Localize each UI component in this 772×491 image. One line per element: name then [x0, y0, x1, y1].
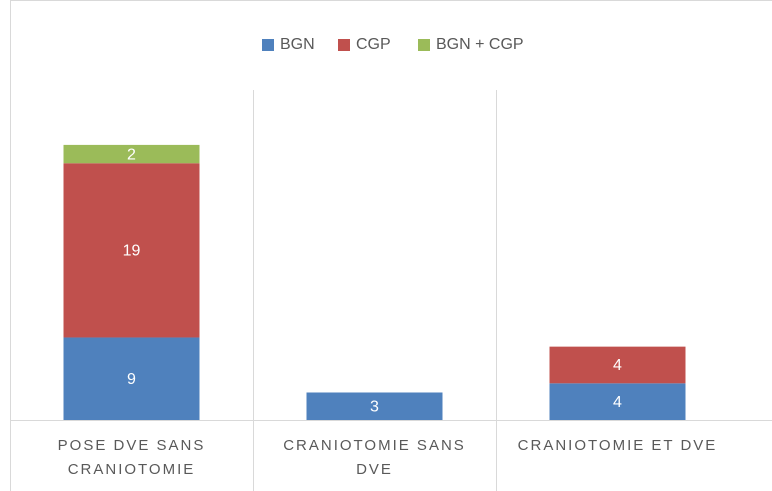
bar-segment	[63, 144, 200, 164]
data-label: 9	[127, 371, 136, 388]
x-tick-label: CRANIOTOMIE ET DVE	[517, 437, 718, 454]
data-label: 4	[613, 357, 622, 374]
legend-label: BGN + CGP	[436, 36, 524, 53]
legend-swatch	[338, 39, 350, 51]
legend-swatch	[262, 39, 274, 51]
x-tick-label: POSE DVE SANS CRANIOTOMIE	[57, 437, 206, 478]
bar-segment	[306, 392, 443, 420]
data-label: 3	[370, 398, 379, 415]
bar-segment	[63, 163, 200, 338]
bar-segment	[549, 346, 686, 384]
data-label: 4	[613, 394, 622, 411]
data-label: 2	[127, 146, 136, 163]
bar-segment	[63, 337, 200, 420]
chart-frame	[10, 0, 772, 491]
x-tick-label: CRANIOTOMIE SANS DVE	[283, 437, 466, 478]
bar-segment	[549, 383, 686, 420]
legend-label: BGN	[280, 36, 315, 53]
legend-label: CGP	[356, 36, 391, 53]
data-label: 19	[123, 243, 141, 260]
legend-swatch	[418, 39, 430, 51]
